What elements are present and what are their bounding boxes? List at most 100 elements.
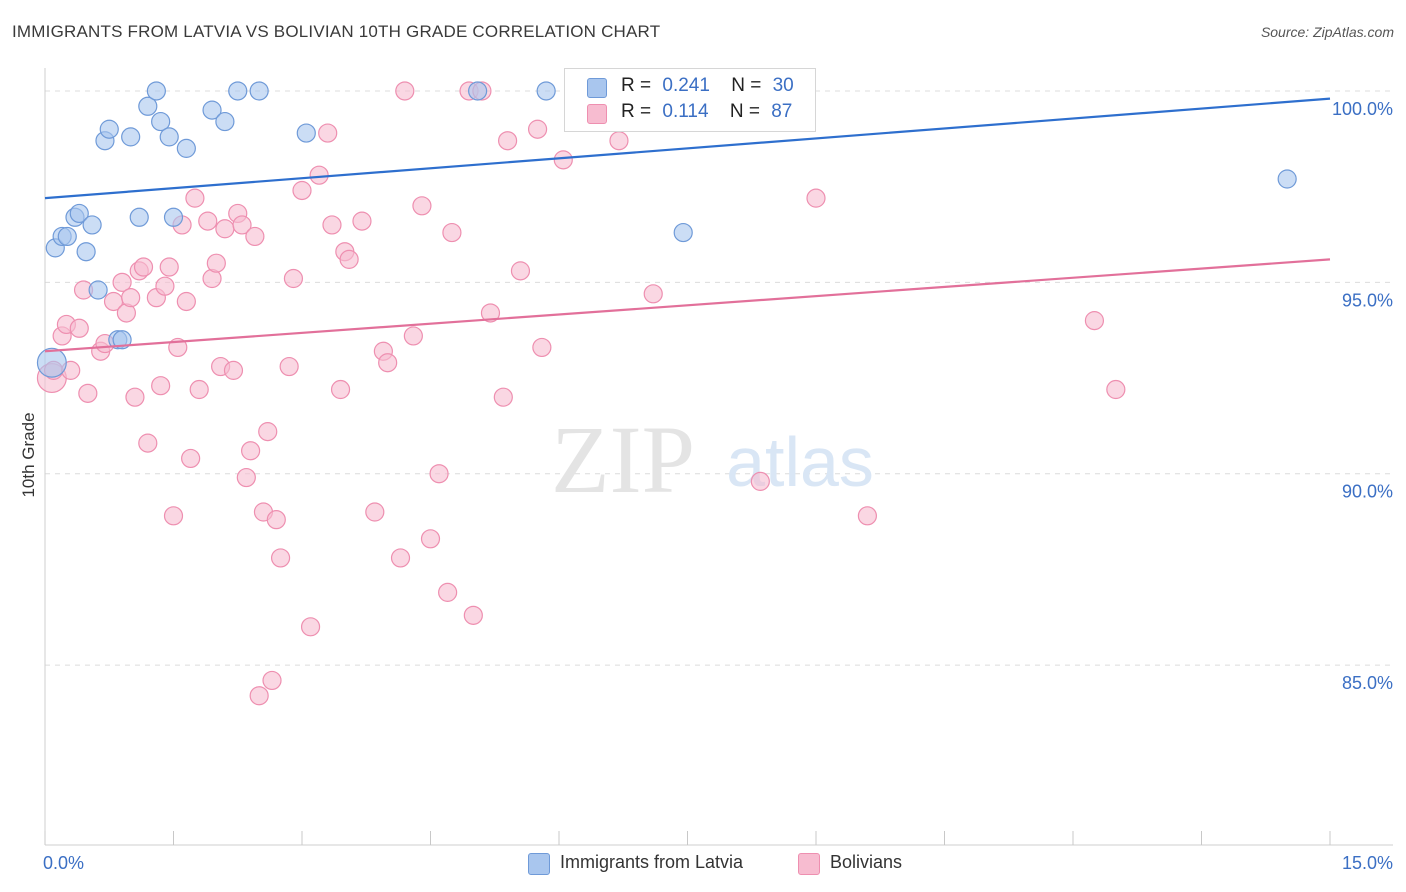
latvia-point [36, 347, 67, 378]
bolivian-point [215, 219, 235, 239]
latvia-point [536, 81, 556, 101]
grid-layer [45, 90, 1393, 666]
bolivian-point [412, 196, 432, 216]
latvia-n-label: N = [731, 75, 762, 96]
bolivian-point [121, 288, 141, 308]
bolivian-point [125, 387, 145, 407]
bolivian-point [176, 291, 196, 312]
latvia-point [202, 100, 222, 120]
bolivian-point [266, 510, 286, 530]
x-tick-label: 15.0% [1342, 853, 1393, 873]
bolivians-r-label: R = [621, 101, 652, 122]
bolivian-point [463, 605, 483, 625]
bolivian-point [395, 81, 415, 101]
bolivian-point [420, 529, 441, 549]
bolivian-point [438, 582, 458, 602]
bolivian-point [241, 441, 261, 461]
latvia-point [228, 81, 248, 101]
y-tick-label: 95.0% [1342, 290, 1393, 310]
points-layer [36, 81, 1297, 706]
latvia-point [176, 138, 196, 158]
latvia-point [129, 207, 149, 227]
bolivian-point [133, 257, 154, 277]
y-tick-label: 85.0% [1342, 673, 1393, 693]
latvia-point [138, 96, 158, 116]
latvia-trend-line [44, 97, 1331, 200]
bolivian-point [352, 211, 372, 231]
watermark: ZIP atlas [551, 406, 874, 513]
bolivian-point [1084, 311, 1105, 331]
bolivians-n-value: 87 [771, 101, 793, 122]
trend-layer [44, 97, 1331, 353]
watermark-atlas: atlas [726, 423, 874, 501]
bolivian-point [262, 670, 282, 691]
y-tick-label: 100.0% [1332, 99, 1393, 119]
bolivian-point [206, 253, 226, 273]
axes-layer: 85.0% 90.0% 95.0% 100.0% 0.0% 15.0% [43, 68, 1393, 873]
latvia-swatch [587, 78, 607, 98]
bolivian-point [279, 356, 299, 377]
bolivian-point [318, 123, 338, 143]
latvia-r-value: 0.241 [662, 75, 710, 96]
latvia-r-label: R = [621, 75, 652, 96]
bolivian-point [223, 360, 244, 380]
y-tick-label: 90.0% [1342, 482, 1393, 502]
bolivians-n-label: N = [729, 101, 760, 122]
latvia-point [296, 123, 316, 143]
bolivian-point [553, 150, 573, 170]
chart-source: Source: ZipAtlas.com [1260, 24, 1394, 40]
bolivian-point [163, 506, 184, 526]
y-axis-label: 10th Grade [19, 412, 38, 497]
latvia-point [57, 226, 77, 247]
latvia-point [82, 215, 102, 235]
bottom-latvia-swatch [528, 853, 550, 875]
bolivian-point [498, 131, 518, 151]
bolivian-point [403, 326, 423, 346]
bolivian-point [643, 284, 663, 304]
bolivian-point [155, 276, 175, 296]
latvia-point [69, 203, 89, 224]
bolivian-point [390, 548, 411, 568]
bolivian-point [493, 387, 513, 407]
latvia-point [112, 330, 132, 350]
bolivians-r-value: 0.114 [662, 101, 709, 122]
bolivian-point [181, 448, 201, 469]
bolivian-point [609, 131, 629, 151]
bolivian-point [185, 188, 205, 208]
bolivian-point [309, 165, 329, 185]
bolivian-point [510, 261, 531, 281]
bolivian-point [322, 215, 342, 235]
latvia-point [159, 127, 179, 147]
bolivian-point [339, 249, 359, 269]
bolivian-point [198, 211, 218, 231]
latvia-point [673, 222, 693, 243]
bolivian-trend-line [44, 258, 1331, 353]
bolivian-point [857, 506, 878, 526]
bolivian-point [750, 471, 770, 491]
chart-title: IMMIGRANTS FROM LATVIA VS BOLIVIAN 10TH … [12, 22, 661, 41]
watermark-zip: ZIP [551, 406, 695, 513]
bolivians-swatch [587, 104, 607, 124]
bolivian-point [527, 119, 548, 139]
bolivian-point [159, 257, 179, 277]
bolivian-point [532, 337, 552, 358]
latvia-point [121, 127, 141, 147]
bolivian-point [112, 272, 132, 292]
x-tick-label: 0.0% [43, 853, 84, 873]
bolivian-point [283, 268, 304, 289]
bottom-bolivians-label: Bolivians [830, 852, 903, 872]
latvia-point [163, 207, 184, 227]
bolivian-point [138, 433, 158, 453]
latvia-point [146, 81, 166, 101]
bolivian-point [270, 548, 291, 568]
bolivian-point [69, 318, 89, 338]
bolivian-point [429, 464, 449, 484]
latvia-point [249, 81, 269, 101]
bolivian-point [292, 180, 312, 201]
latvia-n-value: 30 [772, 75, 794, 96]
latvia-point [76, 242, 96, 262]
bolivian-point [232, 215, 252, 235]
bolivian-point [442, 222, 462, 243]
bolivian-point [300, 617, 321, 637]
bolivian-point [806, 188, 826, 208]
